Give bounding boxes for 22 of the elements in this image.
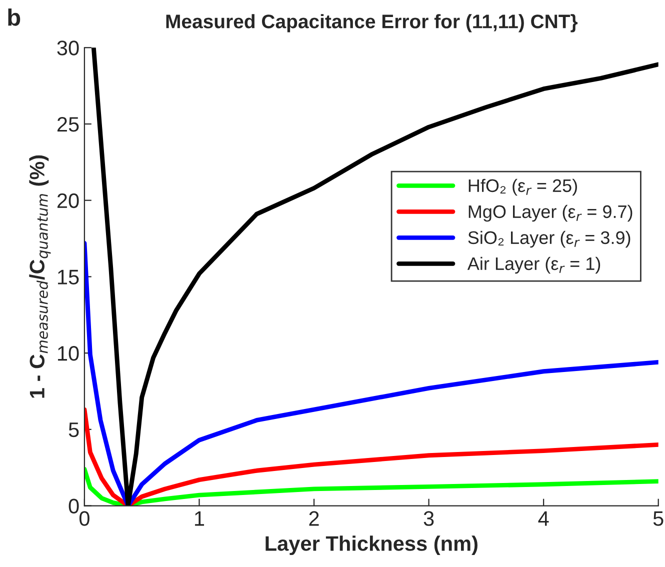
legend-label: HfO₂ (ε$_{r}$ = 25) xyxy=(468,178,577,196)
y-tick-label: 5 xyxy=(68,422,79,438)
y-axis-title: 1 - C$_{measured}$/C$_{quantum}$ (%) xyxy=(29,155,51,398)
y-tick-label: 15 xyxy=(58,270,79,284)
x-tick-label: 4 xyxy=(538,511,549,526)
legend-label: MgO Layer (ε$_{r}$ = 9.7) xyxy=(468,204,632,222)
x-tick-label: 1 xyxy=(195,511,204,526)
legend-label: SiO₂ Layer (ε$_{r}$ = 3.9) xyxy=(468,230,630,248)
y-tick-label: 25 xyxy=(57,116,79,132)
chart-title: Measured Capacitance Error for (11,11) CNT} xyxy=(166,14,578,32)
legend-label: Air Layer (ε$_{r}$ = 1) xyxy=(467,256,600,274)
x-tick-label: 0 xyxy=(79,511,90,526)
x-tick-label: 2 xyxy=(309,511,319,526)
y-tick-label: 0 xyxy=(68,498,79,514)
y-tick-label: 10 xyxy=(58,346,79,361)
x-tick-label: 5 xyxy=(653,511,664,526)
y-tick-label: 20 xyxy=(57,193,79,208)
y-tick-label: 30 xyxy=(57,40,79,56)
text: b xyxy=(8,8,20,26)
line-series xyxy=(91,48,658,506)
x-tick-label: 3 xyxy=(424,511,434,526)
x-axis-title: Layer Thickness (nm) xyxy=(266,536,478,556)
